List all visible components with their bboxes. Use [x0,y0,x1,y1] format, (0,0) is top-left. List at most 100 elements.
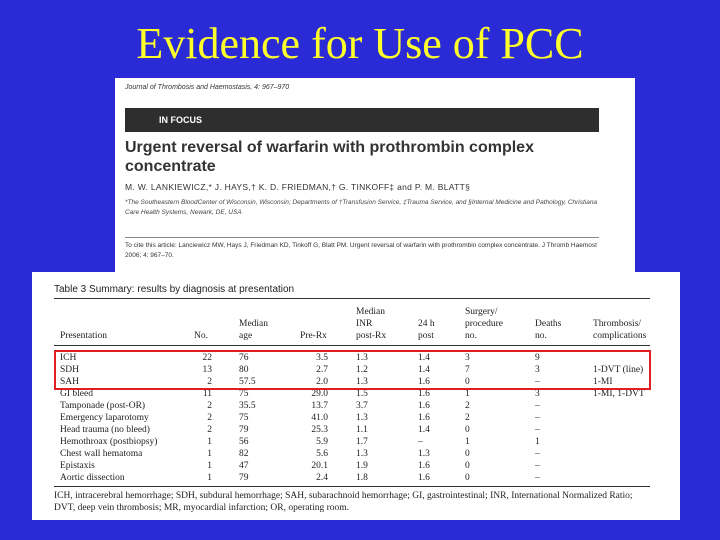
table-cell-surg: 0 [465,473,470,483]
table-cell-age: 82 [239,449,249,459]
table-cell-no: 11 [202,389,212,399]
table-cell-no: 2 [207,425,212,435]
table-cell-age: 47 [239,461,249,471]
table-cell-inr: 1.1 [356,425,368,435]
table-cell-inr: 1.3 [356,449,368,459]
table-cell-pre: 5.9 [316,437,328,447]
table-cell-h24: 1.4 [418,353,430,363]
table-cell-inr: 1.3 [356,377,368,387]
table-row: Aortic dissection 1 79 2.4 1.8 1.6 0 – [32,472,680,484]
table-cell-surg: 3 [465,353,470,363]
table-cell-h24: 1.6 [418,461,430,471]
article-authors: M. W. LANKIEWICZ,* J. HAYS,† K. D. FRIED… [125,182,471,192]
table-cell-h24: 1.4 [418,425,430,435]
table-cell-h24: 1.6 [418,473,430,483]
table-cell-no: 1 [207,437,212,447]
header-deaths-2: no. [535,331,547,341]
table-cell-presentation: Tamponade (post-OR) [60,401,146,411]
table-cell-age: 56 [239,437,249,447]
table-cell-presentation: ICH [60,353,77,363]
table-cell-presentation: SAH [60,377,80,387]
table-cell-pre: 29.0 [311,389,328,399]
table-cell-surg: 0 [465,377,470,387]
table-cell-h24: 1.6 [418,389,430,399]
header-surgery-3: no. [465,331,477,341]
table-cell-presentation: Hemothroax (postbiopsy) [60,437,158,447]
table-cell-age: 80 [239,365,249,375]
table-cell-inr: 1.2 [356,365,368,375]
table-cell-h24: 1.3 [418,449,430,459]
table-cell-deaths: 9 [535,353,540,363]
table-cell-deaths: – [535,377,540,387]
table-cell-surg: 1 [465,389,470,399]
header-inr-2: INR [356,319,373,329]
table-cell-h24: 1.6 [418,377,430,387]
table-row: Chest wall hematoma 1 82 5.6 1.3 1.3 0 – [32,448,680,460]
table-row: Epistaxis 1 47 20.1 1.9 1.6 0 – [32,460,680,472]
article-affiliation: *The Southeastern BloodCenter of Wiscons… [125,199,598,216]
table-footnote: ICH, intracerebral hemorrhage; SDH, subd… [54,491,633,513]
table-cell-no: 1 [207,461,212,471]
article-title: Urgent reversal of warfarin with prothro… [125,139,534,175]
table-cell-surg: 7 [465,365,470,375]
table-cell-thromb: 1-DVT (line) [593,365,644,375]
table-cell-deaths: 1 [535,437,540,447]
table-cell-inr: 1.7 [356,437,368,447]
table-rule-bottom [54,486,650,487]
table-cell-presentation: Chest wall hematoma [60,449,143,459]
table-cell-presentation: Aortic dissection [60,473,125,483]
table-cell-deaths: – [535,449,540,459]
table-cell-inr: 1.3 [356,353,368,363]
table-cell-pre: 41.0 [311,413,328,423]
table-rule-header [54,345,650,346]
table-cell-h24: 1.6 [418,401,430,411]
header-presentation: Presentation [60,331,107,341]
table-cell-no: 1 [207,473,212,483]
header-inr-1: Median [356,307,386,317]
header-24h-1: 24 h [418,319,435,329]
table-cell-surg: 1 [465,437,470,447]
table-cell-pre: 25.3 [311,425,328,435]
table-cell-pre: 2.4 [316,473,328,483]
header-deaths-1: Deaths [535,319,562,329]
table-cell-presentation: Head trauma (no bleed) [60,425,150,435]
header-surgery-2: procedure [465,319,503,329]
table-row: Tamponade (post-OR) 2 35.5 13.7 3.7 1.6 2 – [32,400,680,412]
header-median-age-2: age [239,331,253,341]
header-24h-2: post [418,331,434,341]
table-cell-deaths: – [535,473,540,483]
table-cell-surg: 2 [465,413,470,423]
table-cell-no: 2 [207,413,212,423]
slide-title: Evidence for Use of PCC [136,19,584,68]
table-cell-h24: 1.4 [418,365,430,375]
table-cell-deaths: – [535,461,540,471]
table-cell-thromb: 1-MI, 1-DVT [593,389,645,399]
table-row: GI bleed 11 75 29.0 1.5 1.6 1 3 1-MI, 1-DVT [32,388,680,400]
table-cell-presentation: SDH [60,365,80,375]
table-cell-no: 22 [202,353,213,363]
table-row: Hemothroax (postbiopsy) 1 56 5.9 1.7 – 1 1 [32,436,680,448]
table-cell-inr: 3.7 [356,401,368,411]
table-rule-top [54,298,650,299]
table-cell-deaths: – [535,425,540,435]
table-row: SAH 2 57.5 2.0 1.3 1.6 0 – 1-MI [32,376,680,388]
table-cell-surg: 0 [465,461,470,471]
divider [125,237,599,238]
table-cell-inr: 1.8 [356,473,368,483]
table-cell-presentation: Emergency laparotomy [60,413,149,423]
journal-citation: Journal of Thrombosis and Haemostasis, 4… [125,84,290,91]
article-header-image: Journal of Thrombosis and Haemostasis, 4… [115,78,635,273]
table-cell-pre: 3.5 [316,353,328,363]
header-surgery-1: Surgery/ [465,307,498,317]
article-cite: To cite this article: Lanciewicz MW, Hay… [125,242,597,259]
table-cell-no: 1 [207,449,212,459]
table-row: SDH 13 80 2.7 1.2 1.4 7 3 1-DVT (line) [32,364,680,376]
highlight-box [54,350,651,390]
header-inr-3: post-Rx [356,331,387,341]
table-cell-no: 13 [202,365,213,375]
table-cell-age: 57.5 [239,377,256,387]
header-pre-rx: Pre-Rx [300,331,327,341]
table-cell-inr: 1.3 [356,413,368,423]
table-row: Head trauma (no bleed) 2 79 25.3 1.1 1.4 0 – [32,424,680,436]
in-focus-banner: IN FOCUS [125,108,599,132]
